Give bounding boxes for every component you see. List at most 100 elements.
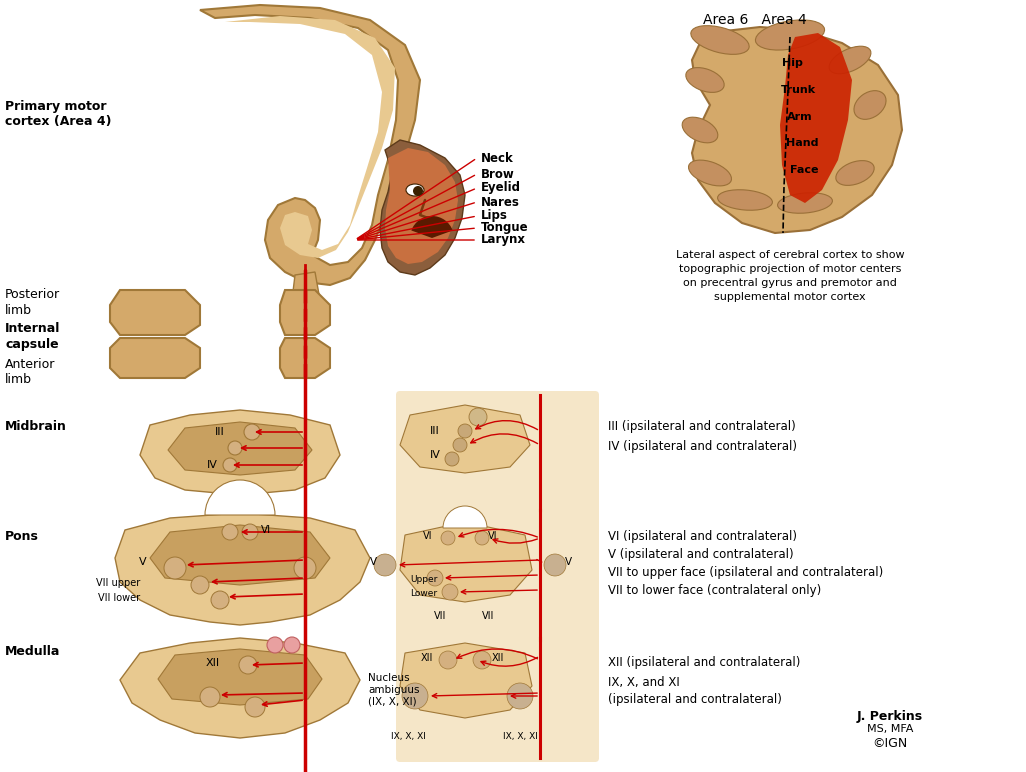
Polygon shape [380,140,465,275]
Circle shape [469,408,487,426]
Circle shape [473,651,491,669]
Circle shape [242,524,258,540]
Text: IX, X, and XI
(ipsilateral and contralateral): IX, X, and XI (ipsilateral and contralat… [608,676,782,706]
FancyBboxPatch shape [396,634,599,762]
Polygon shape [385,148,458,264]
Text: IV: IV [430,450,440,460]
Polygon shape [280,338,330,378]
Ellipse shape [778,193,832,213]
Polygon shape [168,422,312,475]
Text: VII to upper face (ipsilateral and contralateral): VII to upper face (ipsilateral and contr… [608,566,883,579]
Circle shape [191,576,209,594]
Text: VII: VII [482,611,495,621]
Circle shape [507,683,532,709]
Circle shape [442,584,458,600]
Text: IV: IV [207,460,218,470]
Polygon shape [110,290,200,335]
Circle shape [544,554,566,576]
Ellipse shape [836,161,874,185]
Text: III (ipsilateral and contralateral): III (ipsilateral and contralateral) [608,420,796,433]
Ellipse shape [755,20,825,50]
Text: VII: VII [434,611,446,621]
Circle shape [245,697,265,717]
Text: Hand: Hand [786,138,819,148]
Text: III: III [215,427,225,437]
Text: V: V [140,557,147,567]
Wedge shape [411,216,452,238]
Text: Arm: Arm [787,112,813,122]
Polygon shape [140,410,340,495]
Circle shape [228,441,242,455]
Circle shape [200,687,220,707]
Text: Area 6   Area 4: Area 6 Area 4 [703,13,806,27]
Text: VI (ipsilateral and contralateral): VI (ipsilateral and contralateral) [608,530,797,543]
Ellipse shape [406,184,424,196]
Text: Pons: Pons [5,530,39,543]
Ellipse shape [829,46,871,74]
Polygon shape [110,338,200,378]
Text: IV (ipsilateral and contralateral): IV (ipsilateral and contralateral) [608,440,797,453]
Text: Primary motor
cortex (Area 4): Primary motor cortex (Area 4) [5,100,112,128]
Circle shape [475,531,489,545]
Text: Upper: Upper [410,575,437,584]
Circle shape [445,452,459,466]
Text: Lower: Lower [410,588,437,598]
Text: Medulla: Medulla [5,645,61,658]
Text: XII: XII [492,653,505,663]
Circle shape [222,524,238,540]
Text: V: V [369,557,377,567]
Circle shape [211,591,229,609]
Circle shape [458,424,472,438]
Circle shape [402,683,428,709]
FancyBboxPatch shape [396,506,599,644]
Text: XII (ipsilateral and contralateral): XII (ipsilateral and contralateral) [608,656,800,669]
Text: Anterior
limb: Anterior limb [5,358,55,386]
Polygon shape [400,522,532,602]
Circle shape [413,186,423,196]
Ellipse shape [682,117,718,143]
Text: III: III [430,426,440,436]
Circle shape [223,458,237,472]
Polygon shape [115,513,370,625]
Circle shape [294,557,316,579]
Text: Midbrain: Midbrain [5,420,67,433]
Ellipse shape [685,68,724,93]
Ellipse shape [690,25,749,54]
Text: V: V [564,557,571,567]
Text: XII: XII [421,653,433,663]
Polygon shape [292,272,320,312]
Text: Lateral aspect of cerebral cortex to show
topographic projection of motor center: Lateral aspect of cerebral cortex to sho… [676,250,904,302]
Text: IX, X, XI: IX, X, XI [503,732,538,740]
Text: V (ipsilateral and contralateral): V (ipsilateral and contralateral) [608,548,794,561]
Text: Nares: Nares [481,195,520,208]
Text: VII lower: VII lower [97,593,140,603]
Text: Lips: Lips [481,209,508,222]
Text: XII: XII [206,658,220,668]
Text: ©IGN: ©IGN [872,737,908,750]
Circle shape [439,651,457,669]
Text: Posterior
limb: Posterior limb [5,288,61,317]
Polygon shape [150,525,330,585]
Ellipse shape [688,160,732,186]
Text: Nucleus
ambiguus
(IX, X, XI): Nucleus ambiguus (IX, X, XI) [368,673,420,706]
Text: Face: Face [790,165,819,175]
Text: VI: VI [488,531,498,541]
Text: Larynx: Larynx [481,233,526,246]
Text: Trunk: Trunk [781,85,816,95]
Polygon shape [120,638,360,738]
Text: VI: VI [423,531,432,541]
Text: VII upper: VII upper [95,578,140,588]
Text: Internal
capsule: Internal capsule [5,322,61,351]
Polygon shape [158,649,322,705]
Text: VII to lower face (contralateral only): VII to lower face (contralateral only) [608,584,821,597]
Polygon shape [225,16,395,258]
Polygon shape [200,5,420,285]
Polygon shape [400,405,530,473]
FancyBboxPatch shape [396,391,599,514]
Text: J. Perkins: J. Perkins [857,710,923,723]
Circle shape [374,554,396,576]
Ellipse shape [854,90,886,120]
Circle shape [244,424,260,440]
Text: Tongue: Tongue [481,222,528,235]
Wedge shape [443,506,487,528]
